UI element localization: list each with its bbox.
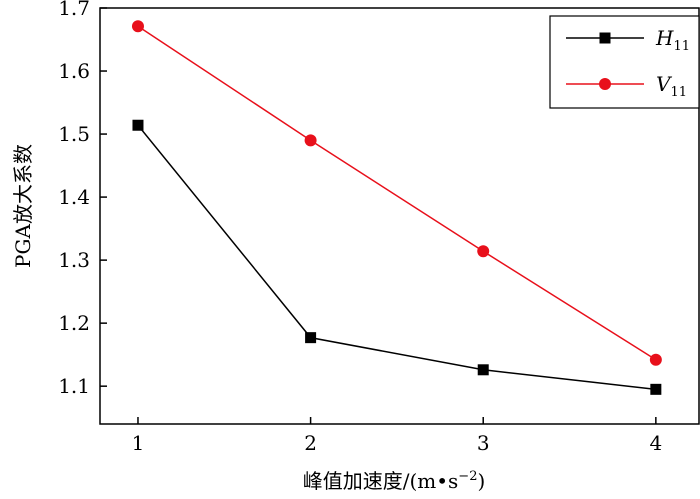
data-point-h: [132, 119, 144, 131]
y-tick-label: 1.2: [58, 311, 90, 335]
legend-label-name: H: [655, 26, 674, 50]
y-tick-label: 1.6: [58, 59, 90, 83]
legend-label-subscript: 11: [670, 85, 687, 100]
data-point-v: [304, 134, 317, 147]
x-ticks: 1 2 3 4: [132, 417, 662, 455]
y-tick-label: 1.3: [58, 248, 90, 272]
legend-label-name: V: [656, 72, 673, 96]
legend-label: H11: [655, 26, 690, 54]
legend-box: [549, 15, 700, 109]
series-line-h: [137, 124, 656, 391]
data-point-h: [305, 332, 317, 344]
data-point-v: [649, 353, 662, 366]
data-point-v: [131, 20, 144, 33]
data-point-v: [477, 245, 490, 258]
x-axis-title-close: ): [477, 469, 485, 493]
series-layer: [131, 20, 662, 395]
y-tick-label: 1.4: [58, 185, 90, 209]
y-axis-title: PGA放大系数: [11, 144, 35, 268]
data-point-h: [650, 383, 662, 395]
y-ticks: 1.1 1.2 1.3 1.4 1.5 1.6 1.7: [58, 0, 107, 398]
legend-label-subscript: 11: [673, 39, 690, 54]
legend-swatch-marker: [599, 32, 611, 44]
x-axis-title-exponent: −2: [458, 469, 477, 484]
y-tick-label: 1.7: [58, 0, 90, 20]
x-axis-title-main: 峰值加速度/(m•s: [303, 469, 459, 493]
y-tick-label: 1.5: [58, 122, 90, 146]
x-axis-title: 峰值加速度/(m•s−2): [303, 469, 486, 493]
legend-swatch-marker: [599, 78, 611, 90]
legend-label: V11: [656, 72, 687, 100]
y-tick-label: 1.1: [58, 374, 90, 398]
axes: [99, 7, 700, 425]
x-tick-label: 3: [477, 431, 490, 455]
x-tick-label: 4: [649, 431, 662, 455]
series-line-v: [137, 25, 657, 361]
plot-frame: [99, 7, 700, 425]
x-tick-label: 2: [304, 431, 317, 455]
data-point-h: [477, 364, 489, 376]
x-tick-label: 1: [132, 431, 145, 455]
